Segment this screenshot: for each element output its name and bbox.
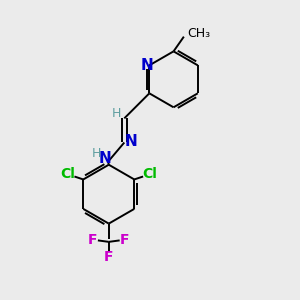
Text: CH₃: CH₃: [188, 27, 211, 40]
Text: Cl: Cl: [61, 167, 75, 181]
Text: H: H: [92, 148, 102, 160]
Text: H: H: [111, 106, 121, 119]
Text: F: F: [88, 233, 97, 248]
Text: Cl: Cl: [142, 167, 157, 181]
Text: F: F: [120, 233, 130, 248]
Text: N: N: [98, 151, 111, 166]
Text: N: N: [124, 134, 137, 149]
Text: N: N: [141, 58, 153, 73]
Text: F: F: [104, 250, 113, 264]
